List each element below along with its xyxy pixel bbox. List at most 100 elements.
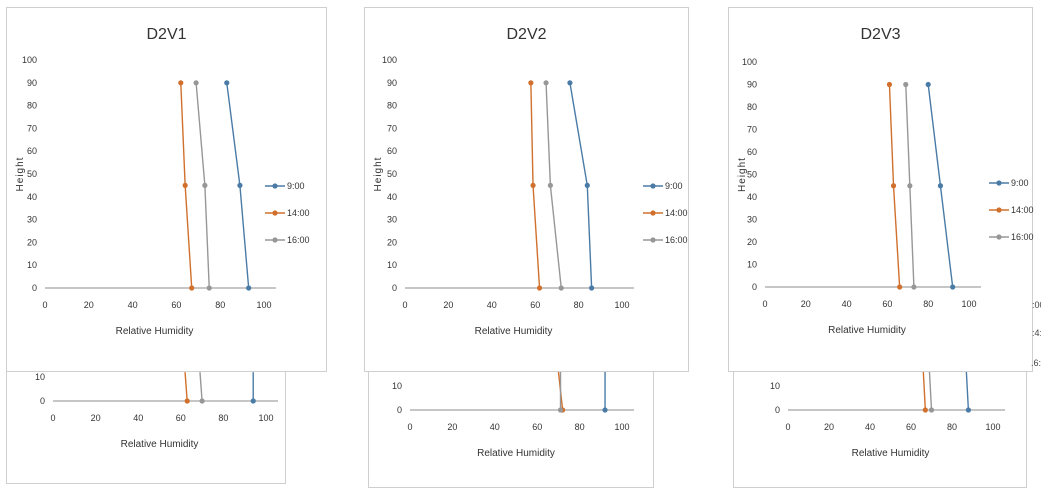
chart-svg: 0 20 40 60 80 100 0 10 Relative Humidity	[770, 371, 1005, 459]
data-point	[189, 285, 195, 291]
chart-panel-d2v2: D2V2 0 20 40 60 80 100 0 10 20 30 40 50 60 70 80 90 100 R…	[364, 7, 689, 372]
data-point	[897, 284, 903, 290]
data-point	[178, 80, 184, 86]
y-tick-label: 30	[27, 215, 37, 225]
x-tick-label: 60	[171, 300, 181, 310]
data-point	[584, 182, 590, 188]
x-tick-label: 40	[865, 422, 875, 432]
x-tick-label: 40	[487, 300, 497, 310]
data-point	[937, 183, 944, 189]
y-tick-label: 80	[387, 101, 397, 111]
data-point	[193, 80, 199, 86]
chart-title: D2V1	[146, 26, 187, 43]
y-tick-label: 60	[387, 146, 397, 156]
data-point	[589, 285, 595, 291]
x-tick-label: 80	[574, 300, 584, 310]
x-tick-label: 40	[842, 299, 852, 309]
y-tick-label: 20	[27, 237, 37, 247]
x-tick-label: 0	[50, 413, 55, 423]
x-axis-label: Relative Humidity	[475, 326, 553, 337]
data-point	[922, 407, 928, 413]
series-line	[928, 371, 933, 411]
chart-panel-d2v3: D2V3 0 20 40 60 80 100 0 10 20 30 40 50 60 70 80 90 100 R…	[728, 7, 1034, 372]
legend-label: 14:00	[665, 208, 688, 218]
legend-marker	[996, 234, 1002, 240]
chart-svg: 0 20 40 60 80 100 0 10 20 30 40 50 60 70 80 90 100 Relati…	[15, 55, 310, 337]
data-point	[907, 183, 913, 189]
y-tick-label: 0	[397, 405, 402, 415]
legend-marker	[272, 183, 278, 189]
stray-legend-fragment: :00	[1032, 300, 1041, 310]
data-point	[530, 182, 536, 188]
x-tick-label: 100	[961, 299, 976, 309]
legend-label: 16:00	[1011, 232, 1034, 242]
x-tick-label: 60	[176, 413, 186, 423]
x-tick-label: 20	[84, 300, 94, 310]
chart-svg: 0 20 40 60 80 100 0 10 20 30 40 50 60 70 80 90 100 Relati…	[737, 57, 1034, 336]
legend-label: 9:00	[665, 181, 683, 191]
legend-marker	[650, 183, 656, 189]
x-axis-label: Relative Humidity	[477, 448, 555, 459]
stray-legend-fragment: :4:0	[1032, 328, 1041, 338]
data-point	[928, 407, 935, 413]
y-tick-label: 70	[27, 123, 37, 133]
x-tick-label: 100	[985, 422, 1000, 432]
x-axis-label: Relative Humidity	[852, 448, 930, 459]
legend-marker	[650, 210, 656, 216]
y-tick-label: 90	[747, 80, 757, 90]
y-tick-label: 80	[27, 101, 37, 111]
x-tick-label: 0	[785, 422, 790, 432]
chart-panel-d2v1: D2V1 0 20 40 60 80 100 0 10 20 30 40 50 60 70 80 90 100 R…	[6, 7, 327, 372]
data-point	[925, 81, 931, 88]
x-tick-label: 0	[762, 299, 767, 309]
x-tick-label: 40	[128, 300, 138, 310]
y-tick-label: 20	[387, 237, 397, 247]
y-tick-label: 10	[747, 260, 757, 270]
y-tick-label: 0	[752, 282, 757, 292]
data-point	[911, 284, 917, 290]
data-point	[199, 398, 205, 404]
y-tick-label: 90	[27, 78, 37, 88]
data-point	[965, 407, 971, 413]
x-axis-label: Relative Humidity	[828, 325, 906, 336]
data-point	[206, 285, 212, 291]
stray-legend-fragment: .6:0	[1031, 358, 1041, 368]
y-tick-label: 0	[32, 283, 37, 293]
y-axis-label: Height	[15, 157, 26, 192]
x-tick-label: 60	[906, 422, 916, 432]
data-point	[890, 183, 897, 189]
data-point	[250, 398, 256, 404]
y-tick-label: 90	[387, 78, 397, 88]
data-point	[246, 285, 252, 291]
chart-svg: 0 20 40 60 80 100 0 10 Relative Humidity	[392, 371, 634, 459]
data-point	[567, 80, 573, 86]
y-tick-label: 80	[747, 102, 757, 112]
legend-label: 14:00	[1011, 205, 1034, 215]
data-point	[528, 80, 534, 86]
data-point	[602, 407, 608, 413]
x-tick-label: 100	[258, 413, 273, 423]
legend-marker	[996, 180, 1002, 186]
y-tick-label: 50	[747, 170, 757, 180]
y-axis-label: Height	[373, 157, 384, 192]
x-tick-label: 100	[614, 422, 629, 432]
x-tick-label: 20	[801, 299, 811, 309]
legend-marker	[996, 207, 1002, 213]
chart-panel-lower-3: 0 20 40 60 80 100 0 10 Relative Humidity	[733, 356, 1027, 488]
y-tick-label: 0	[392, 283, 397, 293]
x-tick-label: 60	[532, 422, 542, 432]
legend-label: 16:00	[665, 235, 688, 245]
x-tick-label: 80	[947, 422, 957, 432]
x-axis-label: Relative Humidity	[116, 326, 194, 337]
x-tick-label: 20	[443, 300, 453, 310]
x-axis-label: Relative Humidity	[121, 439, 199, 450]
data-point	[886, 81, 893, 88]
x-tick-label: 80	[575, 422, 585, 432]
chart-title: D2V3	[860, 26, 901, 43]
y-tick-label: 20	[747, 237, 757, 247]
data-point	[558, 285, 564, 291]
y-tick-label: 10	[35, 372, 45, 382]
data-point	[184, 398, 190, 404]
y-tick-label: 30	[747, 215, 757, 225]
data-point	[237, 182, 243, 188]
